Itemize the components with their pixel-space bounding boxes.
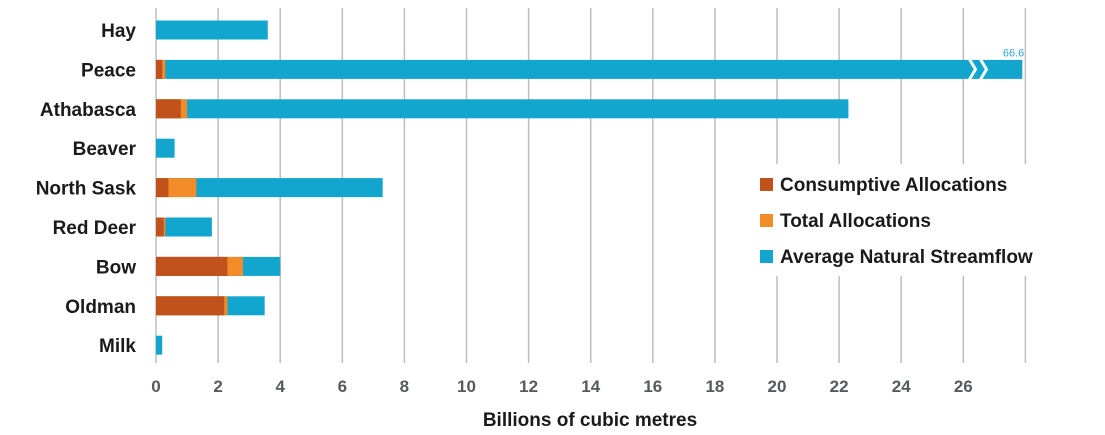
bar-average-natural-streamflow: [156, 217, 212, 237]
category-label: Red Deer: [53, 218, 137, 239]
legend-swatch: [760, 214, 773, 227]
legend-label: Average Natural Streamflow: [780, 247, 1033, 268]
axis-break: 66.6: [968, 47, 1024, 81]
category-label: Bow: [96, 257, 136, 278]
x-tick-label: 24: [892, 377, 911, 396]
legend-swatch: [760, 178, 773, 191]
bar-consumptive-allocations: [156, 217, 164, 237]
x-tick-label: 8: [400, 377, 409, 396]
bar-average-natural-streamflow: [156, 99, 849, 119]
bar-average-natural-streamflow: [156, 178, 383, 198]
x-tick-label: 4: [275, 377, 285, 396]
break-chevron: [979, 58, 989, 81]
x-tick-label: 2: [213, 377, 222, 396]
bar-consumptive-allocations: [156, 178, 169, 198]
bar-consumptive-allocations: [156, 99, 181, 119]
break-chevron: [968, 58, 978, 81]
legend-label: Total Allocations: [780, 211, 931, 232]
x-tick-label: 0: [151, 377, 160, 396]
category-label: North Sask: [36, 179, 137, 200]
bar-average-natural-streamflow: [156, 20, 268, 40]
x-tick-label: 12: [519, 377, 538, 396]
bar-average-natural-streamflow: [156, 335, 163, 355]
x-tick-label: 18: [705, 377, 724, 396]
x-tick-label: 22: [830, 377, 849, 396]
bars: [156, 20, 1023, 355]
category-label: Hay: [101, 21, 136, 42]
x-tick-labels: 0 2 4 6 8 10 12 14 16 18 20 22 24 26: [151, 377, 972, 396]
category-labels: Hay Peace Athabasca Beaver North Sask Red Dee…: [36, 21, 137, 357]
bar-average-natural-streamflow: [156, 59, 1023, 79]
category-label: Athabasca: [40, 100, 137, 121]
legend-box: [750, 164, 1100, 276]
category-label: Beaver: [73, 139, 137, 160]
bar-consumptive-allocations: [156, 256, 228, 276]
x-tick-label: 10: [457, 377, 476, 396]
legend-swatch: [760, 250, 773, 263]
category-label: Peace: [81, 60, 136, 81]
legend: Consumptive Allocations Total Allocations…: [750, 164, 1100, 276]
x-tick-label: 20: [768, 377, 787, 396]
bar-consumptive-allocations: [156, 59, 163, 79]
category-label: Milk: [99, 336, 136, 357]
x-tick-label: 16: [643, 377, 662, 396]
break-value-label: 66.6: [1003, 47, 1024, 59]
category-label: Oldman: [65, 297, 136, 318]
x-axis-title: Billions of cubic metres: [483, 410, 697, 431]
bar-average-natural-streamflow: [156, 138, 175, 158]
bar-consumptive-allocations: [156, 296, 225, 316]
x-tick-label: 26: [954, 377, 973, 396]
x-tick-label: 6: [338, 377, 347, 396]
legend-label: Consumptive Allocations: [780, 175, 1007, 196]
x-tick-label: 14: [581, 377, 600, 396]
